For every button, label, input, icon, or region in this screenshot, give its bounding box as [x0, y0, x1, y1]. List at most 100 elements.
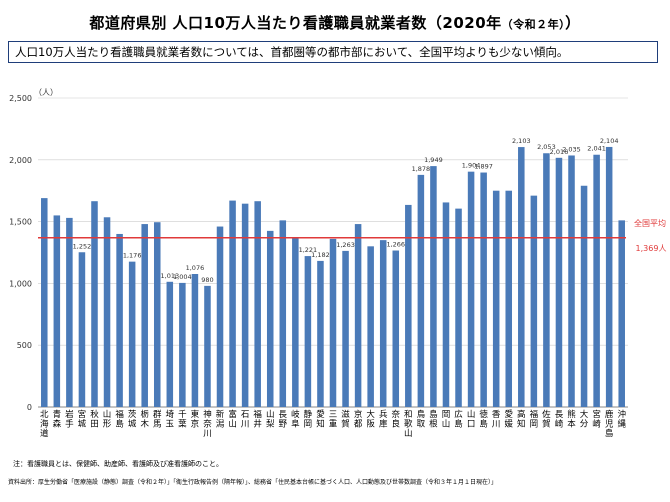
- x-tick-label: 石川: [241, 410, 250, 430]
- x-tick-label: 兵庫: [379, 409, 388, 430]
- bar: [442, 202, 450, 407]
- x-tick-label: 岐阜: [291, 409, 300, 430]
- bar: [216, 226, 224, 407]
- bar: [292, 237, 299, 407]
- bar: [254, 201, 261, 407]
- bar: [204, 285, 211, 407]
- data-label: 1,878: [412, 165, 431, 173]
- x-tick-label: 大分: [580, 409, 589, 430]
- y-tick-label: 1,000: [9, 279, 32, 288]
- data-label: 1,076: [186, 264, 205, 272]
- x-tick-label: 熊本: [567, 409, 576, 430]
- data-label: 2,104: [600, 137, 619, 145]
- data-label: 2,103: [512, 137, 531, 145]
- bar: [379, 240, 387, 407]
- x-tick-label: 佐賀: [542, 409, 551, 430]
- x-tick-label: 滋賀: [341, 409, 350, 430]
- x-tick-label: 福井: [253, 409, 262, 430]
- y-tick-label: 500: [17, 341, 32, 350]
- data-label: 1,263: [336, 241, 355, 249]
- x-tick-label: 三重: [329, 410, 338, 430]
- x-tick-label: 静岡: [304, 409, 313, 430]
- y-tick-label: 1,500: [9, 218, 32, 227]
- summary-text: 人口10万人当たり看護職員就業者数については、首都圏等の都市部において、全国平均…: [15, 45, 569, 59]
- x-tick-label: 埼玉: [166, 409, 175, 430]
- x-tick-label: 長崎: [555, 410, 564, 430]
- bar: [153, 222, 161, 407]
- average-value-label: 1,369人: [636, 244, 667, 253]
- x-tick-label: 茨城: [128, 409, 137, 430]
- summary-box: 人口10万人当たり看護職員就業者数については、首都圏等の都市部において、全国平均…: [8, 41, 658, 63]
- title-main: 都道府県別 人口10万人当たり看護職員就業者数（2020年: [89, 14, 502, 32]
- data-label: 1,176: [123, 252, 142, 260]
- bar: [141, 224, 148, 407]
- data-label: 1,013: [161, 272, 180, 280]
- x-tick-label: 沖縄: [617, 409, 626, 430]
- x-tick-label: 新潟: [216, 409, 225, 430]
- x-tick-label: 宮崎: [592, 409, 601, 430]
- bar: [317, 260, 324, 407]
- x-tick-label: 高知: [517, 409, 526, 430]
- x-tick-label: 千葉: [178, 409, 187, 430]
- x-tick-label: 島根: [429, 409, 438, 430]
- bar: [304, 256, 312, 407]
- x-tick-label: 愛知: [316, 409, 325, 430]
- x-tick-label: 徳島: [479, 409, 488, 430]
- x-tick-label: 奈良: [392, 409, 401, 430]
- bar: [618, 220, 625, 407]
- bar: [179, 282, 186, 407]
- data-label: 1,949: [424, 156, 443, 164]
- bar: [41, 198, 48, 407]
- x-tick-label: 大阪: [366, 409, 375, 430]
- bar: [367, 246, 374, 407]
- bar: [354, 224, 362, 407]
- bar: [405, 204, 412, 407]
- page-title: 都道府県別 人口10万人当たり看護職員就業者数（2020年（令和２年））: [0, 12, 670, 33]
- x-tick-label: 山口: [467, 409, 476, 430]
- x-tick-label: 山梨: [266, 409, 275, 430]
- bar: [455, 208, 462, 407]
- source-text: 資料出所：厚生労働省「医療施設（静態）調査（令和２年）」「衛生行政報告例（隔年報…: [8, 479, 498, 486]
- x-tick-label: 和歌山: [404, 410, 413, 439]
- x-tick-label: 岡山: [442, 410, 451, 430]
- bar: [266, 230, 274, 407]
- bar: [329, 238, 337, 407]
- x-tick-label: 福島: [115, 409, 124, 430]
- bar: [492, 190, 500, 407]
- bar: [568, 155, 575, 407]
- x-tick-label: 香川: [492, 409, 501, 430]
- bar: [593, 154, 600, 407]
- x-tick-label: 岩手: [65, 409, 74, 430]
- data-label: 1,004: [173, 273, 192, 281]
- data-label: 2,041: [587, 145, 606, 153]
- bar: [518, 147, 525, 407]
- x-tick-label: 鳥取: [417, 409, 426, 430]
- average-line-group: 全国平均 1,369人: [38, 218, 666, 253]
- data-label: 1,221: [299, 246, 318, 254]
- x-tick-label: 広島: [454, 409, 463, 430]
- y-tick-label: 0: [27, 403, 32, 412]
- bar: [555, 157, 563, 407]
- data-label: 1,182: [311, 251, 330, 259]
- title-sub: （令和２年）: [501, 18, 566, 31]
- bar: [580, 185, 588, 407]
- data-label: 1,252: [73, 242, 92, 250]
- x-tick-label: 山形: [103, 409, 112, 430]
- data-label: 980: [201, 276, 213, 284]
- x-tick-label: 宮城: [78, 409, 87, 430]
- bars: [41, 146, 625, 407]
- bar: [279, 220, 287, 407]
- bar: [467, 171, 475, 407]
- bar: [605, 146, 613, 407]
- y-tick-label: 2,000: [9, 156, 32, 165]
- bar: [191, 274, 199, 407]
- bar: [91, 201, 98, 407]
- bar: [103, 217, 111, 407]
- bar: [116, 233, 123, 407]
- x-tick-label: 群馬: [153, 409, 162, 430]
- title-close: ）: [565, 14, 581, 32]
- bar: [430, 166, 437, 407]
- x-tick-label: 富山: [228, 409, 237, 430]
